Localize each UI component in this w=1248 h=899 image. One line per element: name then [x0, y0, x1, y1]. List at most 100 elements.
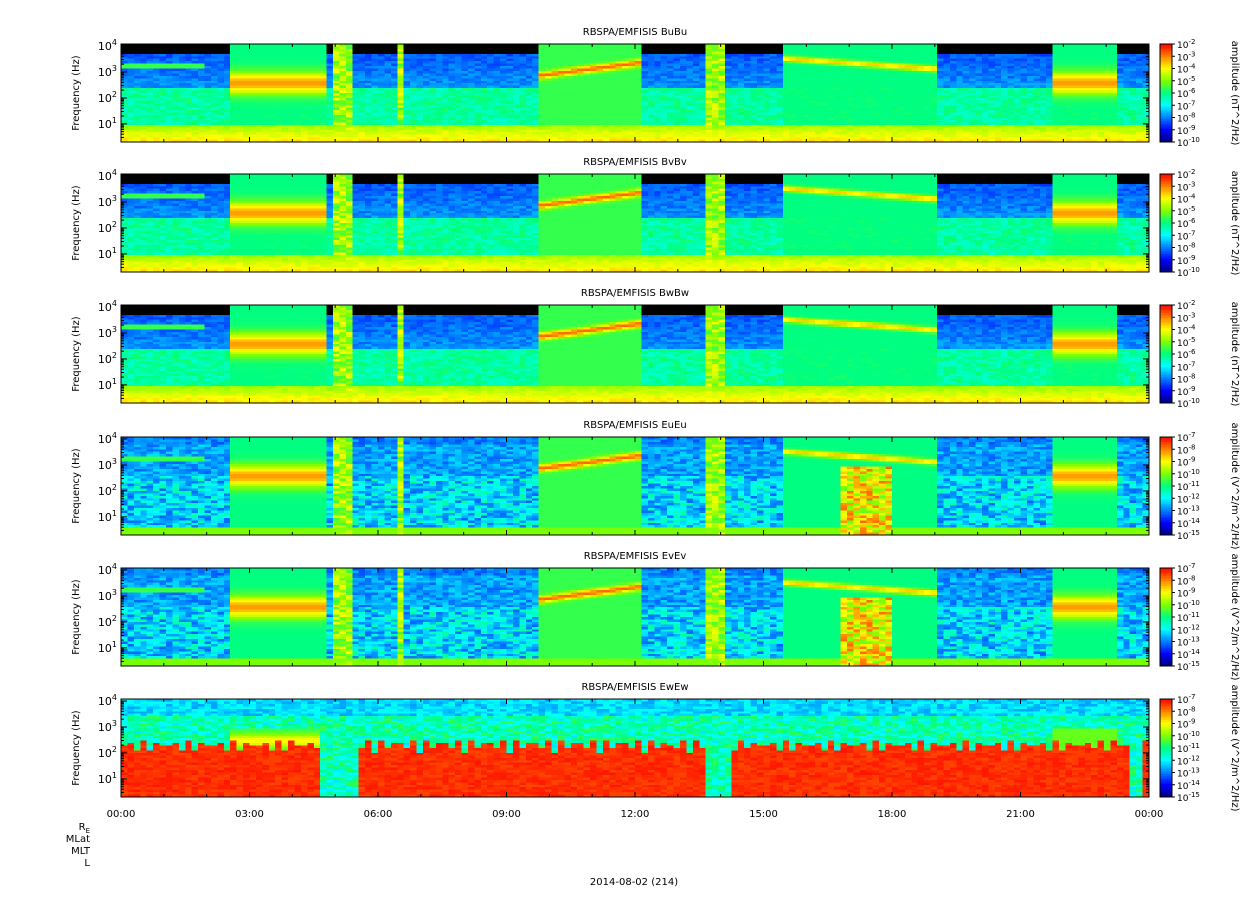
heatmap-cell: [223, 68, 231, 72]
heatmap-cell: [345, 137, 353, 141]
heatmap-cell: [333, 122, 341, 126]
heatmap-cell: [262, 44, 270, 48]
heatmap-cell: [307, 117, 315, 121]
heatmap-cell: [275, 46, 283, 50]
heatmap-cell: [146, 100, 154, 104]
heatmap-cell: [191, 139, 199, 143]
heatmap-cell: [243, 95, 251, 99]
heatmap-cell: [371, 107, 379, 111]
heatmap-cell: [133, 102, 141, 106]
heatmap-cell: [159, 95, 167, 99]
heatmap-cell: [153, 44, 161, 48]
heatmap-cell: [198, 122, 206, 126]
heatmap-cell: [159, 75, 167, 79]
heatmap-cell: [249, 124, 257, 128]
heatmap-cell: [281, 112, 289, 116]
heatmap-cell: [217, 66, 225, 70]
heatmap-cell: [275, 139, 283, 143]
heatmap-cell: [127, 56, 135, 60]
heatmap-cell: [390, 80, 398, 84]
heatmap-cell: [313, 132, 321, 136]
heatmap-cell: [133, 51, 141, 55]
heatmap-cell: [140, 61, 148, 65]
heatmap-cell: [255, 48, 263, 52]
heatmap-cell: [236, 139, 244, 143]
heatmap-cell: [371, 105, 379, 109]
heatmap-cell: [288, 90, 296, 94]
heatmap-cell: [378, 66, 386, 70]
heatmap-cell: [236, 44, 244, 48]
heatmap-cell: [198, 68, 206, 72]
heatmap-cell: [326, 88, 334, 92]
heatmap-cell: [223, 129, 231, 133]
heatmap-cell: [236, 102, 244, 106]
heatmap-cell: [307, 122, 315, 126]
heatmap-cell: [133, 97, 141, 101]
heatmap-cell: [243, 68, 251, 72]
heatmap-cell: [230, 61, 238, 65]
heatmap-cell: [165, 134, 173, 138]
heatmap-cell: [288, 46, 296, 50]
heatmap-cell: [333, 63, 341, 67]
heatmap-cell: [127, 102, 135, 106]
heatmap-cell: [345, 132, 353, 136]
heatmap-cell: [159, 122, 167, 126]
heatmap-cell: [127, 75, 135, 79]
heatmap-cell: [326, 61, 334, 65]
heatmap-cell: [204, 73, 212, 77]
heatmap-cell: [255, 117, 263, 121]
heatmap-cell: [339, 58, 347, 62]
heatmap-cell: [255, 95, 263, 99]
heatmap-cell: [371, 139, 379, 143]
heatmap-cell: [281, 68, 289, 72]
heatmap-cell: [313, 75, 321, 79]
heatmap-cell: [204, 70, 212, 74]
heatmap-cell: [210, 90, 218, 94]
heatmap-cell: [210, 97, 218, 101]
heatmap-cell: [275, 93, 283, 97]
heatmap-cell: [378, 83, 386, 87]
heatmap-cell: [217, 61, 225, 65]
heatmap-cell: [230, 68, 238, 72]
heatmap-cell: [204, 93, 212, 97]
heatmap-cell: [121, 44, 129, 48]
heatmap-cell: [288, 56, 296, 60]
heatmap-cell: [300, 58, 308, 62]
heatmap-cell: [268, 102, 276, 106]
heatmap-cell: [223, 139, 231, 143]
heatmap-cell: [121, 115, 129, 119]
heatmap-cell: [249, 48, 257, 52]
heatmap-cell: [159, 46, 167, 50]
heatmap-cell: [178, 90, 186, 94]
heatmap-cell: [230, 127, 238, 131]
heatmap-cell: [178, 75, 186, 79]
heatmap-cell: [153, 58, 161, 62]
heatmap-cell: [236, 132, 244, 136]
heatmap-cell: [358, 137, 366, 141]
heatmap-cell: [140, 117, 148, 121]
heatmap-cell: [223, 132, 231, 136]
heatmap-cell: [255, 46, 263, 50]
heatmap-cell: [198, 73, 206, 77]
heatmap-cell: [326, 90, 334, 94]
heatmap-cell: [204, 51, 212, 55]
heatmap-cell: [121, 112, 129, 116]
heatmap-cell: [345, 97, 353, 101]
heatmap-cell: [262, 90, 270, 94]
heatmap-cell: [365, 134, 373, 138]
heatmap-cell: [198, 102, 206, 106]
heatmap-cell: [249, 46, 257, 50]
heatmap-cell: [236, 119, 244, 123]
heatmap-cell: [352, 73, 360, 77]
heatmap-cell: [294, 53, 302, 57]
heatmap-cell: [121, 105, 129, 109]
heatmap-cell: [243, 56, 251, 60]
heatmap-cell: [185, 85, 193, 89]
heatmap-cell: [365, 127, 373, 131]
heatmap-cell: [178, 124, 186, 128]
heatmap-cell: [255, 137, 263, 141]
heatmap-cell: [326, 117, 334, 121]
heatmap-cell: [333, 48, 341, 52]
heatmap-cell: [146, 139, 154, 143]
heatmap-cell: [320, 97, 328, 101]
